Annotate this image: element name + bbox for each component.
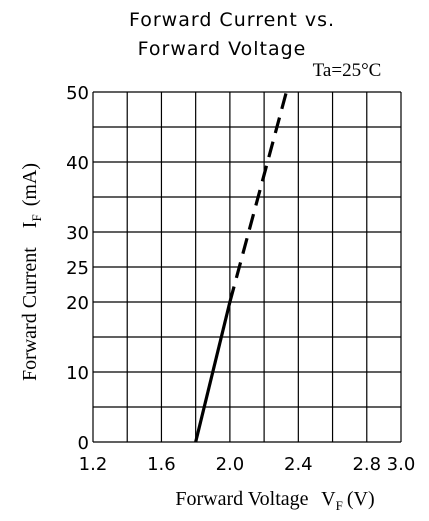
y-tick-label: 50 (66, 83, 89, 104)
x-axis-label-text: Forward Voltage (175, 488, 308, 510)
series-line-dashed (228, 91, 288, 303)
y-axis-label: Forward Current IF (mA) (19, 163, 44, 381)
x-tick-label: 1.6 (147, 454, 176, 475)
y-tick-label: 20 (66, 293, 89, 314)
series-line-solid (194, 301, 232, 443)
x-tick-label: 3.0 (387, 454, 416, 475)
y-tick-label: 0 (78, 433, 89, 454)
y-tick-label: 40 (66, 153, 89, 174)
condition-label: Ta=25°C (313, 60, 382, 81)
x-axis-subscript: F (336, 498, 343, 513)
x-tick-label: 1.2 (79, 454, 108, 475)
y-axis-label-text: Forward Current (19, 247, 41, 381)
x-tick-label: 2.0 (216, 454, 245, 475)
x-tick-label: 2.4 (284, 454, 313, 475)
y-axis-unit: (mA) (19, 163, 41, 206)
x-axis-symbol: V (321, 488, 336, 510)
y-axis-subscript: F (29, 214, 44, 221)
y-axis-symbol: I (19, 222, 41, 229)
y-tick-label: 25 (66, 258, 89, 279)
chart-title: Forward Current vs. (129, 9, 335, 31)
chart-subtitle: Forward Voltage (138, 38, 307, 60)
tick-labels: 1.2 1.6 2.0 2.4 2.8 3.0 0 10 20 25 30 40 50 (66, 83, 415, 475)
x-axis-label: Forward Voltage VF (V) (175, 488, 374, 513)
y-tick-label: 30 (66, 223, 89, 244)
series-lines (194, 91, 288, 443)
x-axis-unit: (V) (347, 488, 375, 510)
y-tick-label: 10 (66, 363, 89, 384)
grid (92, 91, 402, 443)
x-tick-label: 2.8 (352, 454, 381, 475)
